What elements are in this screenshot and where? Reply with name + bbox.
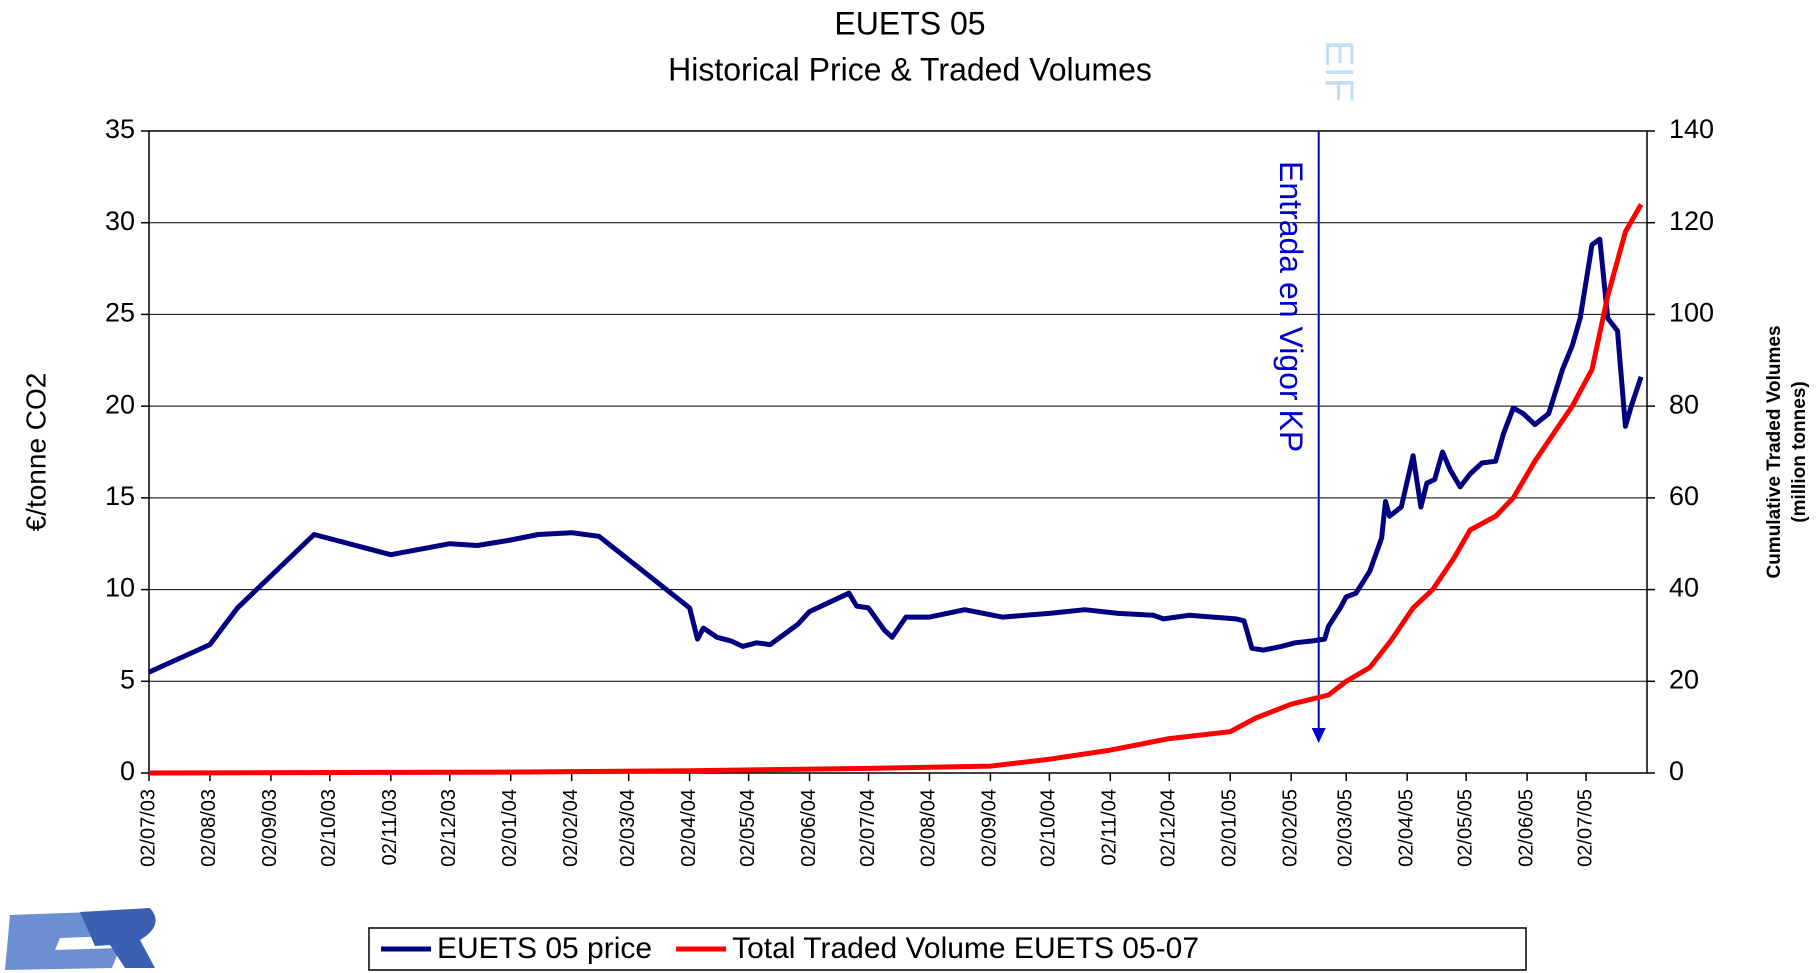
y2-tick-label: 120 — [1669, 206, 1714, 236]
x-tick-label: 02/07/05 — [1574, 789, 1596, 867]
x-tick-label: 02/10/04 — [1038, 789, 1060, 867]
x-tick-label: 02/09/04 — [979, 789, 1001, 867]
y-axis-label: €/tonne CO2 — [20, 373, 51, 532]
y2-axis-label: (million tonnes) — [1789, 381, 1810, 522]
x-tick-label: 02/04/05 — [1395, 789, 1417, 867]
x-tick-label: 02/06/04 — [798, 789, 820, 867]
y-tick-label: 15 — [105, 481, 135, 511]
y-tick-label: 20 — [105, 389, 135, 419]
chart-subtitle: Historical Price & Traded Volumes — [668, 51, 1152, 87]
series-line — [148, 203, 1644, 776]
x-tick-label: 02/04/04 — [678, 789, 700, 867]
x-tick-label: 02/02/05 — [1279, 789, 1301, 867]
watermark: EIF — [1317, 40, 1361, 102]
x-tick-label: 02/02/04 — [560, 789, 582, 867]
y2-tick-label: 0 — [1669, 756, 1684, 786]
y-tick-label: 0 — [120, 756, 135, 786]
y2-tick-label: 80 — [1669, 389, 1699, 419]
x-tick-label: 02/03/05 — [1335, 789, 1357, 867]
y-tick-label: 5 — [120, 664, 135, 694]
y2-tick-label: 20 — [1669, 664, 1699, 694]
x-tick-label: 02/07/04 — [857, 789, 879, 867]
x-tick-label: 02/01/05 — [1219, 789, 1241, 867]
x-tick-label: 02/05/05 — [1454, 789, 1476, 867]
x-tick-label: 02/11/03 — [379, 789, 401, 865]
annotation-arrowhead — [1311, 728, 1326, 743]
legend-label: Total Traded Volume EUETS 05-07 — [732, 932, 1199, 965]
legend-box — [368, 927, 1527, 971]
x-tick-label: 02/10/03 — [318, 789, 340, 867]
plot-area — [148, 130, 1648, 774]
chart-title: EUETS 05 — [834, 5, 985, 41]
logo — [5, 908, 156, 970]
x-tick-label: 02/09/03 — [259, 789, 281, 867]
x-tick-label: 02/11/04 — [1099, 789, 1121, 865]
x-tick-label: 02/05/04 — [737, 789, 759, 867]
y2-tick-label: 100 — [1669, 298, 1714, 328]
y2-axis-label: Cumulative Traded Volumes — [1764, 325, 1785, 578]
y2-tick-label: 60 — [1669, 481, 1699, 511]
annotation: Entrada en Vigor KP — [1273, 161, 1309, 452]
x-tick-label: 02/07/03 — [137, 789, 159, 867]
y-tick-label: 25 — [105, 298, 135, 328]
series-line — [147, 236, 1644, 675]
x-tick-label: 02/12/04 — [1158, 789, 1180, 867]
x-tick-label: 02/08/03 — [198, 789, 220, 867]
x-tick-label: 02/08/04 — [918, 789, 940, 867]
legend-label: EUETS 05 price — [437, 932, 652, 965]
y-tick-label: 35 — [105, 114, 135, 144]
x-tick-label: 02/12/03 — [438, 789, 460, 867]
y2-tick-label: 40 — [1669, 573, 1699, 603]
x-tick-label: 02/06/05 — [1515, 789, 1537, 867]
y2-tick-label: 140 — [1669, 114, 1714, 144]
x-tick-label: 02/01/04 — [499, 789, 521, 867]
y-tick-label: 30 — [105, 206, 135, 236]
y-tick-label: 10 — [105, 573, 135, 603]
x-tick-label: 02/03/04 — [617, 789, 639, 867]
